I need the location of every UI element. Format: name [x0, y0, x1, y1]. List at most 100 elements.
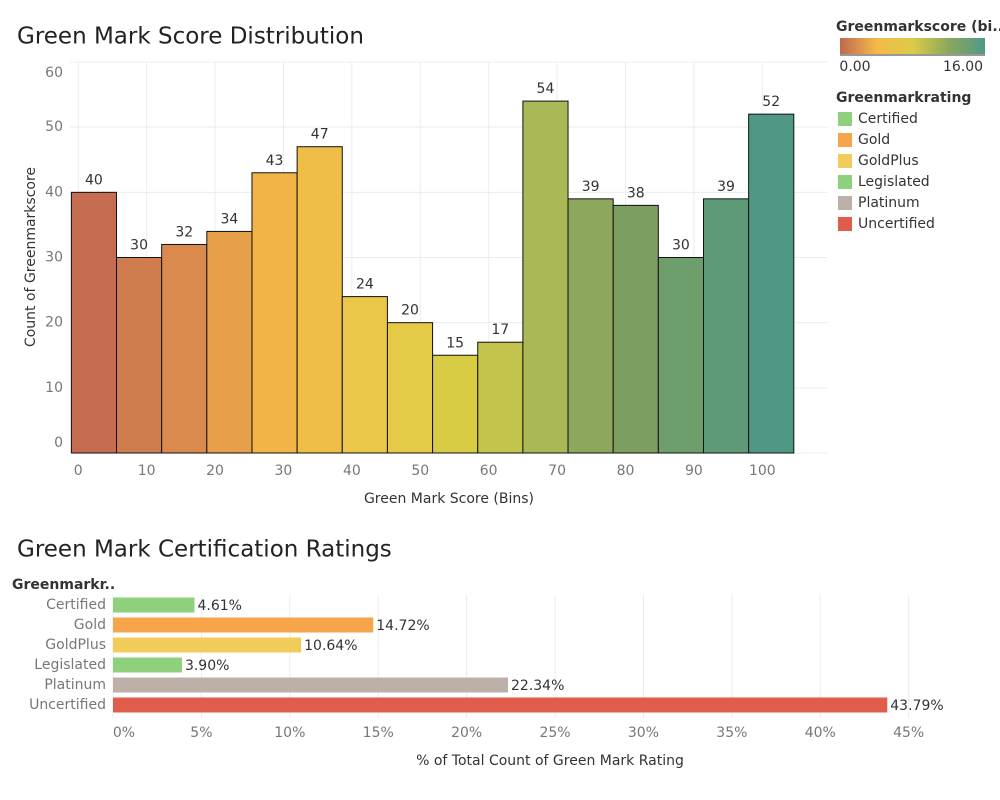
legend-label: Legislated — [858, 174, 930, 190]
data-label: 40 — [85, 172, 103, 188]
bar — [477, 341, 524, 454]
x-tick-label: 0% — [113, 725, 135, 741]
color-legend-ramp — [840, 38, 985, 54]
chart-title: Green Mark Score Distribution — [17, 24, 364, 50]
data-label: 34 — [220, 211, 238, 227]
data-label: 4.61% — [198, 598, 242, 614]
legend-label: Platinum — [858, 195, 920, 211]
color-legend-title: Greenmarkscore (bi.. — [836, 19, 1000, 35]
y-tick-label: Gold — [74, 617, 106, 633]
data-label: 24 — [356, 277, 374, 293]
legend-swatch — [838, 154, 852, 168]
data-label: 54 — [537, 81, 555, 97]
x-tick-label: 30 — [275, 463, 293, 479]
color-legend-min: 0.00 — [839, 59, 870, 75]
x-tick-label: 40 — [343, 463, 361, 479]
x-tick-label: 10 — [138, 463, 156, 479]
bar — [113, 697, 888, 713]
x-tick-label: 20% — [451, 725, 482, 741]
data-label: 17 — [491, 322, 509, 338]
y-tick-label: 0 — [54, 435, 63, 451]
data-label: 30 — [130, 238, 148, 254]
bar — [161, 243, 208, 454]
x-tick-label: 90 — [685, 463, 703, 479]
x-axis-label: % of Total Count of Green Mark Rating — [416, 753, 684, 769]
bar — [113, 657, 182, 673]
x-tick-label: 30% — [628, 725, 659, 741]
data-label: 39 — [582, 179, 600, 195]
y-tick-label: GoldPlus — [45, 637, 106, 653]
data-label: 38 — [627, 185, 645, 201]
y-tick-label: 40 — [45, 184, 63, 200]
x-tick-label: 70 — [548, 463, 566, 479]
x-tick-label: 40% — [805, 725, 836, 741]
x-tick-label: 100 — [749, 463, 776, 479]
bar — [251, 172, 298, 454]
x-tick-label: 10% — [274, 725, 305, 741]
bar — [113, 637, 302, 653]
chart-title: Green Mark Certification Ratings — [17, 537, 392, 563]
bar — [386, 322, 434, 454]
x-tick-label: 35% — [716, 725, 747, 741]
data-label: 47 — [311, 127, 329, 143]
legend-swatch — [838, 133, 852, 147]
legend-swatch — [838, 112, 852, 126]
y-axis-label: Count of Greenmarkscore — [23, 167, 39, 347]
y-tick-label: 10 — [45, 380, 63, 396]
bar — [748, 113, 795, 454]
bar — [432, 354, 479, 454]
bar — [567, 198, 614, 454]
data-label: 22.34% — [511, 678, 564, 694]
data-label: 52 — [762, 94, 780, 110]
y-tick-label: 50 — [45, 119, 63, 135]
legend-label: Certified — [858, 111, 918, 127]
y-tick-label: 60 — [45, 65, 63, 81]
bar — [341, 296, 388, 454]
bar — [70, 191, 118, 454]
data-label: 20 — [401, 303, 419, 319]
color-legend-max: 16.00 — [943, 59, 983, 75]
data-label: 15 — [446, 335, 464, 351]
x-tick-label: 45% — [893, 725, 924, 741]
y-tick-label: Uncertified — [29, 697, 106, 713]
legend-title: Greenmarkrating — [836, 90, 971, 106]
data-label: 43 — [266, 153, 284, 169]
legend-label: Gold — [858, 132, 890, 148]
bar — [522, 100, 569, 454]
x-tick-label: 50 — [411, 463, 429, 479]
bar — [113, 597, 195, 613]
x-tick-label: 15% — [363, 725, 394, 741]
x-tick-label: 5% — [190, 725, 212, 741]
x-tick-label: 80 — [617, 463, 635, 479]
y-tick-label: Certified — [46, 597, 106, 613]
data-label: 14.72% — [376, 618, 429, 634]
bar — [296, 146, 343, 454]
bar — [612, 204, 659, 454]
data-label: 32 — [175, 224, 193, 240]
bar — [113, 677, 509, 693]
x-axis-label: Green Mark Score (Bins) — [364, 491, 534, 507]
bar — [702, 198, 750, 454]
legend-swatch — [838, 175, 852, 189]
bar — [113, 617, 374, 633]
bar — [116, 257, 163, 454]
bar — [206, 230, 253, 454]
data-label: 10.64% — [304, 638, 357, 654]
data-label: 30 — [672, 238, 690, 254]
data-label: 3.90% — [185, 658, 229, 674]
x-tick-label: 20 — [206, 463, 224, 479]
legend-swatch — [838, 196, 852, 210]
legend-swatch — [838, 217, 852, 231]
row-header: Greenmarkr.. — [12, 577, 115, 593]
y-tick-label: 30 — [45, 250, 63, 266]
data-label: 39 — [717, 179, 735, 195]
x-tick-label: 25% — [539, 725, 570, 741]
y-tick-label: Platinum — [44, 677, 106, 693]
data-label: 43.79% — [890, 698, 943, 714]
legend-label: GoldPlus — [858, 153, 919, 169]
x-tick-label: 0 — [74, 463, 83, 479]
y-tick-label: Legislated — [34, 657, 106, 673]
bar — [657, 257, 704, 454]
y-tick-label: 20 — [45, 315, 63, 331]
